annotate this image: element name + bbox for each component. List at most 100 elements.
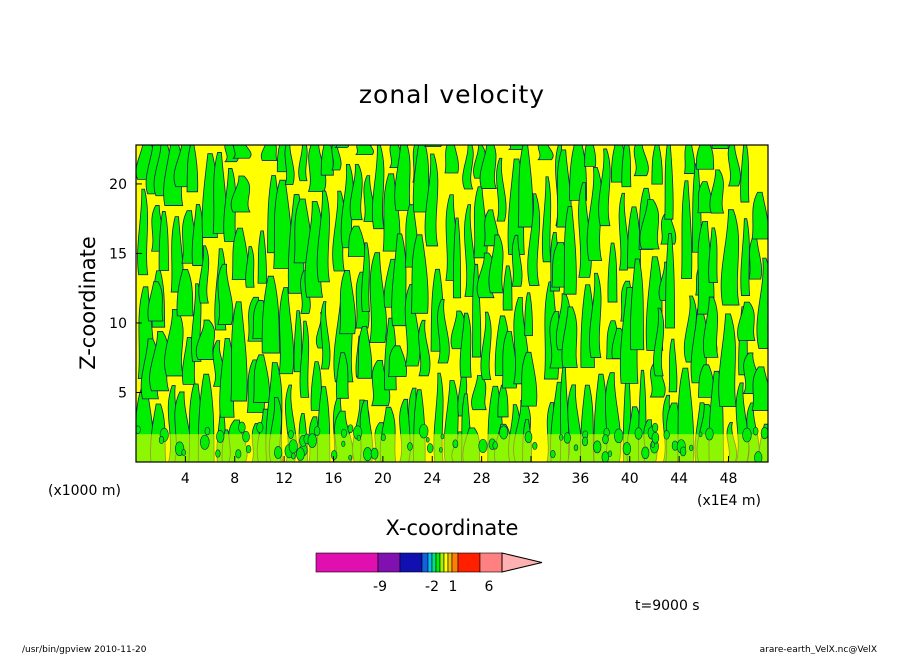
x-tick-label: 8 bbox=[230, 471, 239, 487]
surface-cell bbox=[425, 437, 430, 443]
negative-region bbox=[586, 166, 603, 262]
negative-region bbox=[563, 206, 577, 295]
x-unit-right: (x1E4 m) bbox=[697, 493, 761, 509]
surface-cell bbox=[752, 426, 759, 436]
colorbar-segment bbox=[439, 552, 445, 573]
negative-region bbox=[261, 275, 280, 354]
negative-region bbox=[561, 306, 578, 368]
surface-cell bbox=[689, 444, 694, 452]
colorbar-segment bbox=[399, 552, 423, 573]
negative-region bbox=[633, 145, 649, 177]
surface-cell bbox=[370, 447, 379, 460]
colorbar-segment bbox=[377, 552, 401, 573]
surface-cell bbox=[256, 421, 264, 433]
surface-cell bbox=[760, 426, 768, 440]
negative-region bbox=[147, 281, 164, 322]
surface-cell bbox=[341, 440, 346, 447]
colorbar-segment bbox=[457, 552, 481, 573]
negative-region bbox=[607, 242, 618, 303]
negative-region bbox=[316, 190, 330, 283]
negative-region bbox=[589, 272, 602, 358]
surface-cell bbox=[287, 430, 294, 439]
surface-cell bbox=[238, 421, 246, 434]
negative-region bbox=[307, 145, 327, 192]
negative-region bbox=[627, 206, 641, 269]
negative-region bbox=[517, 145, 534, 228]
negative-region bbox=[462, 145, 474, 190]
surface-cell bbox=[607, 450, 613, 457]
negative-region bbox=[176, 269, 194, 317]
surface-cell bbox=[634, 427, 643, 440]
negative-region bbox=[598, 148, 611, 227]
time-label: t=9000 s bbox=[635, 598, 700, 614]
negative-region bbox=[418, 319, 431, 377]
negative-region bbox=[751, 366, 768, 411]
y-axis-label: Z-coordinate bbox=[76, 236, 100, 370]
y-axis: 5 10 15 20 bbox=[109, 177, 142, 401]
surface-cell bbox=[492, 441, 498, 450]
negative-region bbox=[217, 263, 234, 325]
negative-region bbox=[369, 252, 387, 343]
velocity-field bbox=[136, 145, 768, 462]
x-tick-label: 12 bbox=[275, 471, 293, 487]
negative-region bbox=[751, 191, 768, 240]
negative-region bbox=[681, 180, 693, 280]
negative-region bbox=[299, 320, 310, 398]
negative-region bbox=[711, 145, 731, 149]
negative-region bbox=[653, 307, 665, 377]
surface-cell bbox=[215, 449, 221, 458]
negative-region bbox=[245, 246, 255, 288]
colorbar-segment bbox=[421, 552, 429, 573]
x-tick-label: 44 bbox=[670, 471, 688, 487]
colorbar-segment bbox=[479, 552, 503, 573]
negative-region bbox=[335, 352, 349, 399]
negative-region bbox=[284, 145, 295, 186]
negative-region bbox=[541, 176, 552, 263]
surface-cell bbox=[614, 428, 624, 444]
colorbar-segment bbox=[315, 552, 379, 573]
x-tick-label: 32 bbox=[522, 471, 540, 487]
surface-cell bbox=[581, 436, 589, 447]
surface-layer bbox=[136, 434, 768, 462]
surface-cell bbox=[426, 443, 434, 454]
y-tick-label: 15 bbox=[109, 246, 127, 262]
x-tick-label: 40 bbox=[621, 471, 639, 487]
negative-region bbox=[480, 311, 492, 381]
negative-region bbox=[424, 153, 439, 247]
negative-region bbox=[394, 145, 412, 211]
surface-cell bbox=[705, 427, 714, 441]
colorbar-label: 1 bbox=[449, 579, 458, 595]
surface-cell bbox=[347, 424, 354, 434]
surface-cell bbox=[380, 433, 386, 442]
colorbar-label: -9 bbox=[373, 579, 387, 595]
negative-region bbox=[520, 351, 538, 407]
chart-title: zonal velocity bbox=[359, 80, 545, 109]
surface-cell bbox=[680, 446, 687, 457]
negative-region bbox=[186, 145, 199, 193]
surface-cell bbox=[573, 444, 579, 452]
negative-region bbox=[524, 292, 533, 337]
surface-cell bbox=[559, 434, 564, 441]
surface-cell bbox=[602, 434, 609, 445]
surface-cell bbox=[524, 431, 533, 444]
colorbar-label: -2 bbox=[425, 579, 439, 595]
y-tick-label: 10 bbox=[109, 316, 127, 332]
negative-region bbox=[357, 325, 373, 379]
colorbar-arrow bbox=[501, 552, 543, 573]
surface-cell bbox=[216, 430, 225, 443]
surface-cell bbox=[651, 431, 660, 444]
x-tick-label: 24 bbox=[423, 471, 441, 487]
negative-region bbox=[158, 211, 169, 272]
surface-cell bbox=[158, 436, 165, 444]
surface-cell bbox=[419, 423, 429, 439]
negative-region bbox=[331, 145, 342, 171]
x-tick-label: 4 bbox=[181, 471, 190, 487]
surface-cell bbox=[348, 454, 353, 461]
negative-region bbox=[355, 145, 374, 156]
negative-region bbox=[708, 227, 718, 284]
negative-region bbox=[230, 301, 248, 402]
negative-region bbox=[361, 242, 371, 312]
negative-region bbox=[695, 145, 715, 170]
surface-cell bbox=[652, 422, 659, 433]
